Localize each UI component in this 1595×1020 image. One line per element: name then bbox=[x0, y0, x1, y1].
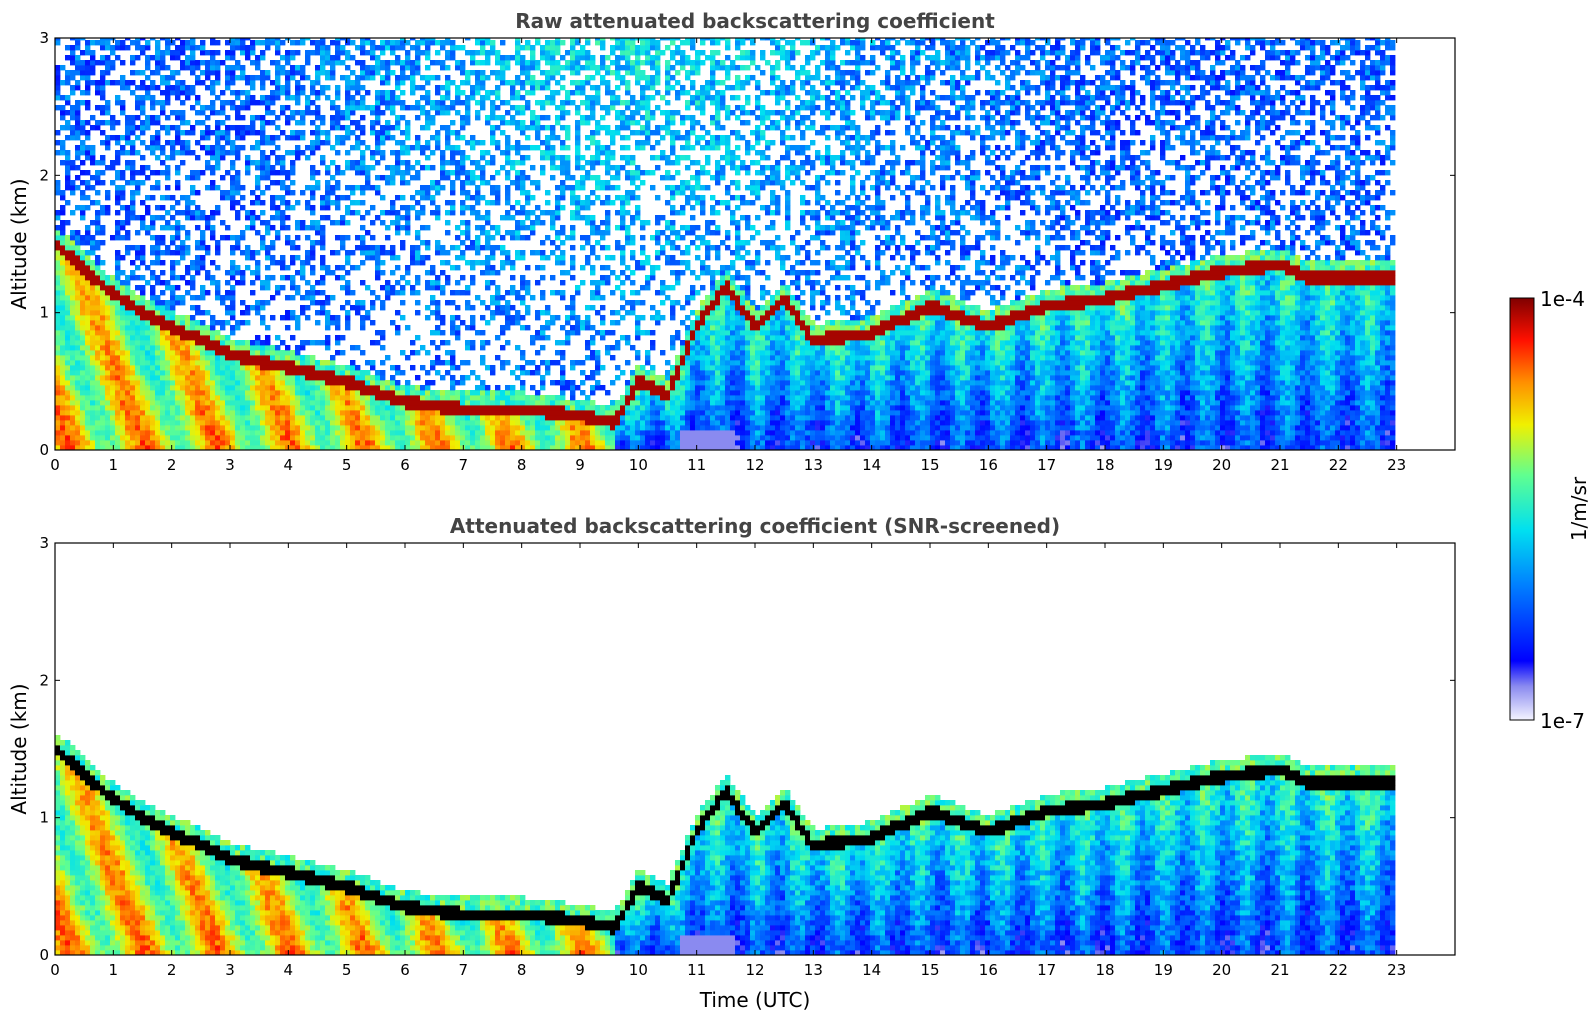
chart-title: Raw attenuated backscattering coefficien… bbox=[515, 9, 995, 33]
heatmap-area bbox=[55, 735, 1396, 955]
x-tick-label: 17 bbox=[1037, 456, 1056, 474]
x-tick-label: 22 bbox=[1329, 961, 1348, 979]
x-tick-label: 5 bbox=[342, 456, 352, 474]
y-axis-label: Altitude (km) bbox=[7, 178, 31, 309]
x-tick-label: 8 bbox=[517, 961, 527, 979]
x-tick-label: 23 bbox=[1387, 456, 1406, 474]
x-axis-ticks: 0 1 2 3 4 5 6 7 8 9 10 11 12 13 14 15 16 17 18 19 20 21 22 23 bbox=[50, 543, 1406, 979]
x-tick-label: 20 bbox=[1212, 456, 1231, 474]
x-tick-label: 3 bbox=[225, 961, 235, 979]
x-tick-label: 11 bbox=[687, 961, 706, 979]
x-tick-label: 9 bbox=[575, 961, 585, 979]
colorbar-unit-label: 1/m/sr bbox=[1567, 476, 1591, 541]
x-tick-label: 8 bbox=[517, 456, 527, 474]
x-tick-label: 10 bbox=[629, 961, 648, 979]
colorbar-min-label: 1e-7 bbox=[1540, 709, 1585, 733]
x-tick-label: 18 bbox=[1095, 456, 1114, 474]
x-tick-label: 14 bbox=[862, 456, 881, 474]
y-axis-ticks: 0 1 2 3 bbox=[39, 534, 1455, 964]
x-axis-label: Time (UTC) bbox=[699, 988, 811, 1012]
y-tick-label: 1 bbox=[39, 809, 49, 827]
chart-title: Attenuated backscattering coefficient (S… bbox=[450, 514, 1060, 538]
x-tick-label: 6 bbox=[400, 456, 410, 474]
y-axis-label: Altitude (km) bbox=[7, 683, 31, 814]
y-tick-label: 2 bbox=[39, 166, 49, 184]
x-tick-label: 12 bbox=[745, 456, 764, 474]
x-tick-label: 4 bbox=[284, 961, 294, 979]
x-tick-label: 23 bbox=[1387, 961, 1406, 979]
y-axis-ticks: 0 1 2 3 bbox=[39, 29, 1455, 459]
x-tick-label: 2 bbox=[167, 961, 177, 979]
y-tick-label: 0 bbox=[39, 441, 49, 459]
x-tick-label: 7 bbox=[459, 456, 469, 474]
x-tick-label: 13 bbox=[804, 961, 823, 979]
x-tick-label: 0 bbox=[50, 456, 60, 474]
x-tick-label: 18 bbox=[1095, 961, 1114, 979]
x-tick-label: 10 bbox=[629, 456, 648, 474]
y-tick-label: 3 bbox=[39, 534, 49, 552]
x-tick-label: 22 bbox=[1329, 456, 1348, 474]
x-tick-label: 14 bbox=[862, 961, 881, 979]
x-tick-label: 0 bbox=[50, 961, 60, 979]
x-tick-label: 12 bbox=[745, 961, 764, 979]
x-tick-label: 1 bbox=[109, 456, 119, 474]
x-tick-label: 1 bbox=[109, 961, 119, 979]
x-tick-label: 21 bbox=[1270, 456, 1289, 474]
x-tick-label: 15 bbox=[920, 456, 939, 474]
x-tick-label: 20 bbox=[1212, 961, 1231, 979]
x-tick-label: 16 bbox=[979, 456, 998, 474]
colorbar-gradient bbox=[1509, 297, 1535, 721]
x-tick-label: 5 bbox=[342, 961, 352, 979]
x-tick-label: 6 bbox=[400, 961, 410, 979]
heatmap-area bbox=[55, 38, 1396, 450]
y-tick-label: 2 bbox=[39, 671, 49, 689]
x-tick-label: 9 bbox=[575, 456, 585, 474]
x-tick-label: 4 bbox=[284, 456, 294, 474]
x-tick-label: 7 bbox=[459, 961, 469, 979]
snr-screened-panel: Attenuated backscattering coefficient (S… bbox=[7, 514, 1456, 1012]
x-tick-label: 19 bbox=[1154, 456, 1173, 474]
x-tick-label: 15 bbox=[920, 961, 939, 979]
x-tick-label: 16 bbox=[979, 961, 998, 979]
raw-backscatter-panel: Raw attenuated backscattering coefficien… bbox=[7, 9, 1456, 474]
x-tick-label: 13 bbox=[804, 456, 823, 474]
x-axis-ticks: 0 1 2 3 4 5 6 7 8 9 10 11 12 13 14 15 16 17 18 19 20 21 22 23 bbox=[50, 38, 1406, 474]
x-tick-label: 2 bbox=[167, 456, 177, 474]
colorbar-max-label: 1e-4 bbox=[1540, 287, 1585, 311]
x-tick-label: 19 bbox=[1154, 961, 1173, 979]
x-tick-label: 17 bbox=[1037, 961, 1056, 979]
y-tick-label: 1 bbox=[39, 304, 49, 322]
x-tick-label: 21 bbox=[1270, 961, 1289, 979]
y-tick-label: 3 bbox=[39, 29, 49, 47]
x-tick-label: 3 bbox=[225, 456, 235, 474]
x-tick-label: 11 bbox=[687, 456, 706, 474]
y-tick-label: 0 bbox=[39, 946, 49, 964]
colorbar: 1e-4 1e-7 1/m/sr bbox=[1509, 287, 1591, 733]
